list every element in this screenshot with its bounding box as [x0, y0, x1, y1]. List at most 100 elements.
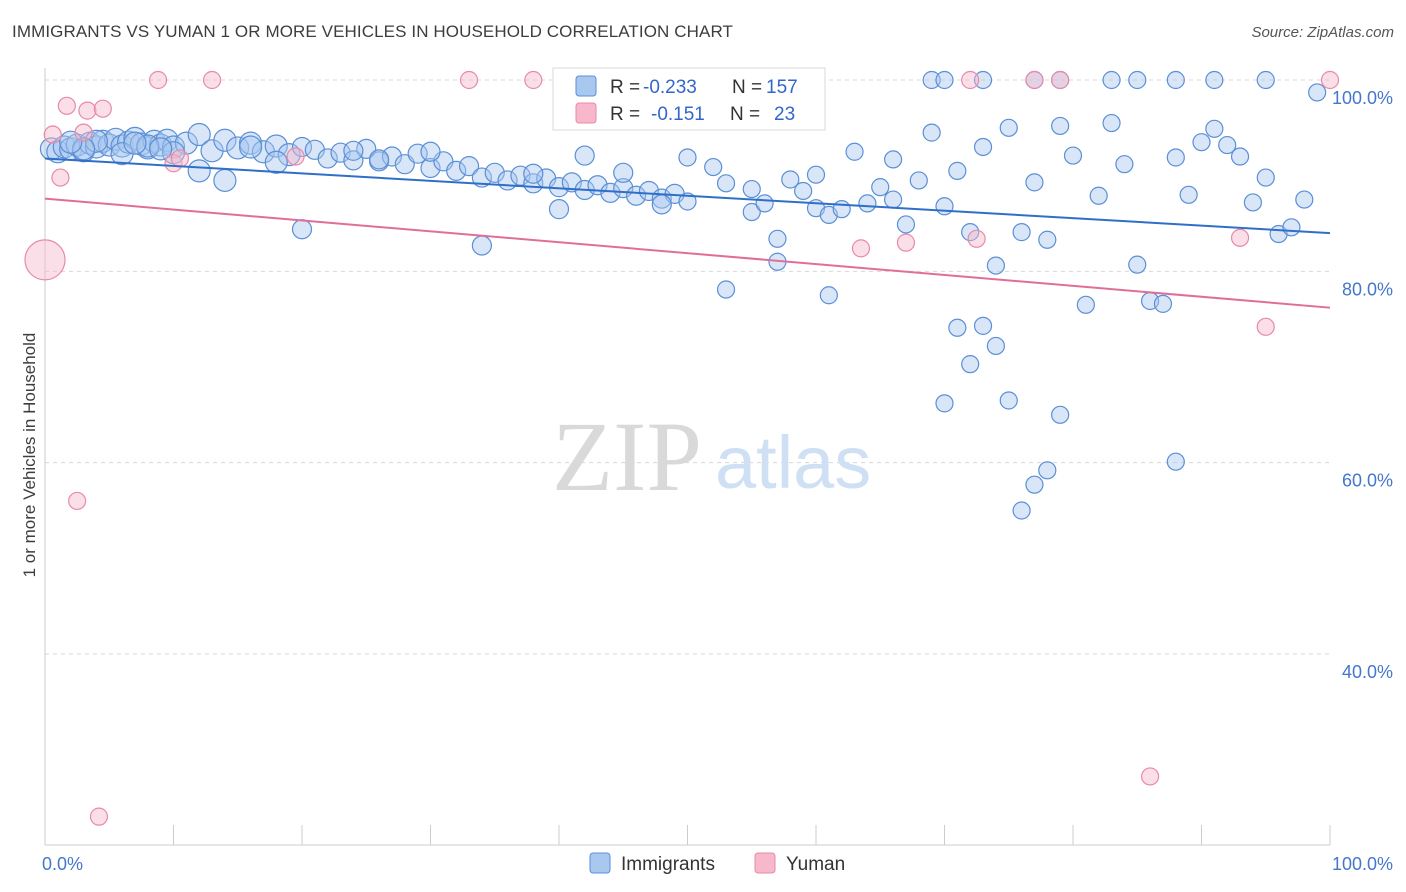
immigrants-point [678, 148, 697, 167]
yuman-point [43, 125, 62, 144]
immigrants-point [1205, 70, 1224, 90]
immigrants-point [226, 136, 250, 160]
immigrants-point [935, 394, 954, 413]
y-axis-title: 1 or more Vehicles in Household [20, 333, 39, 578]
immigrants-point [768, 229, 787, 248]
axes [44, 68, 1331, 846]
yuman-point [286, 147, 305, 166]
immigrants-point [973, 137, 993, 157]
immigrants-point [883, 150, 903, 169]
immigrants-point [871, 178, 890, 197]
immigrants-point [149, 137, 173, 161]
yuman-point [202, 70, 222, 90]
yuman-point [78, 101, 97, 120]
immigrants-point [935, 197, 954, 216]
immigrants-point [935, 70, 954, 90]
yuman-trend-line [44, 197, 1331, 309]
immigrants-point [1012, 223, 1031, 242]
yuman-point [1051, 70, 1070, 90]
legend-r-label-yuman: R = [610, 104, 640, 125]
immigrants-point [1192, 133, 1211, 152]
immigrants-point [716, 280, 736, 299]
chart-title: IMMIGRANTS VS YUMAN 1 OR MORE VEHICLES I… [12, 22, 734, 41]
legend-n-value-yuman: 23 [774, 104, 795, 125]
yuman-point [1140, 767, 1160, 786]
yuman-point [148, 70, 168, 90]
immigrants-point [1166, 148, 1185, 167]
immigrants-point [213, 128, 237, 152]
immigrants-point [264, 134, 288, 158]
immigrants-point [948, 161, 967, 180]
immigrants-point [909, 171, 928, 190]
immigrants-point [1256, 168, 1275, 187]
immigrants-point [704, 157, 723, 177]
watermark-atlas: atlas [715, 421, 871, 504]
bottom-swatch-yuman [754, 852, 776, 874]
immigrants-point [1166, 70, 1185, 90]
y-tick-label: 40.0% [1342, 662, 1393, 682]
immigrants-point [484, 162, 505, 183]
y-tick-label: 100.0% [1332, 88, 1393, 108]
immigrants-point [832, 200, 851, 219]
x-tick-label-min: 0.0% [42, 854, 83, 874]
trend-lines [44, 157, 1331, 309]
immigrants-point [845, 142, 864, 161]
immigrants-point [1115, 155, 1134, 174]
immigrants-point [651, 194, 672, 215]
immigrants-point [1230, 147, 1250, 166]
immigrants-point [471, 235, 492, 256]
legend-r-value-immigrants: -0.233 [643, 77, 697, 98]
immigrants-point [625, 185, 647, 206]
immigrants-point [1243, 193, 1263, 212]
immigrants-point [999, 391, 1018, 410]
immigrants-point [317, 148, 338, 169]
immigrants-point [1012, 501, 1031, 520]
yuman-point [1025, 70, 1044, 90]
immigrants-point [1295, 190, 1314, 209]
immigrants-point [187, 122, 211, 147]
immigrants-point [638, 180, 660, 202]
immigrants-point [523, 163, 544, 184]
immigrants-point [277, 143, 301, 167]
immigrants-point [1179, 185, 1198, 204]
legend-r-value-yuman: -0.151 [651, 104, 705, 125]
yuman-point [93, 99, 112, 118]
yuman-point [24, 239, 66, 281]
immigrants-point [1025, 173, 1044, 192]
immigrants-point [213, 168, 237, 193]
immigrants-point [948, 318, 967, 337]
immigrants-point [1205, 119, 1224, 138]
series-legend: Immigrants Yuman [589, 852, 845, 875]
immigrants-point [291, 219, 313, 240]
immigrants-point [420, 157, 441, 179]
immigrants-point [1038, 230, 1057, 249]
yuman-point [851, 239, 871, 258]
yuman-point [1320, 70, 1340, 90]
bottom-swatch-immigrants [589, 852, 611, 874]
immigrants-point [961, 355, 980, 374]
data-points [24, 70, 1340, 826]
immigrants-point [291, 136, 313, 158]
yuman-point [459, 70, 479, 90]
immigrants-point [1051, 116, 1070, 136]
immigrants-point [1038, 461, 1057, 480]
immigrants-trend-line [44, 157, 1331, 235]
y-tick-label: 60.0% [1342, 471, 1393, 491]
immigrants-point [742, 202, 761, 222]
immigrants-point [1128, 255, 1147, 274]
immigrants-point [858, 194, 877, 213]
source-label: Source: ZipAtlas.com [1251, 24, 1394, 41]
immigrants-point [239, 135, 263, 159]
immigrants-point [1102, 70, 1121, 90]
immigrants-point [819, 286, 838, 305]
legend-n-label-yuman: N = [730, 104, 760, 125]
legend-r-label-immigrants: R = [610, 77, 640, 98]
yuman-point [1230, 228, 1250, 247]
y-tick-labels: 40.0% 60.0% 80.0% 100.0% [1332, 88, 1393, 682]
immigrants-point [973, 316, 993, 335]
watermark: ZIP atlas [552, 401, 871, 512]
immigrants-point [806, 165, 826, 184]
immigrants-point [1282, 218, 1301, 237]
immigrants-point [381, 146, 403, 167]
